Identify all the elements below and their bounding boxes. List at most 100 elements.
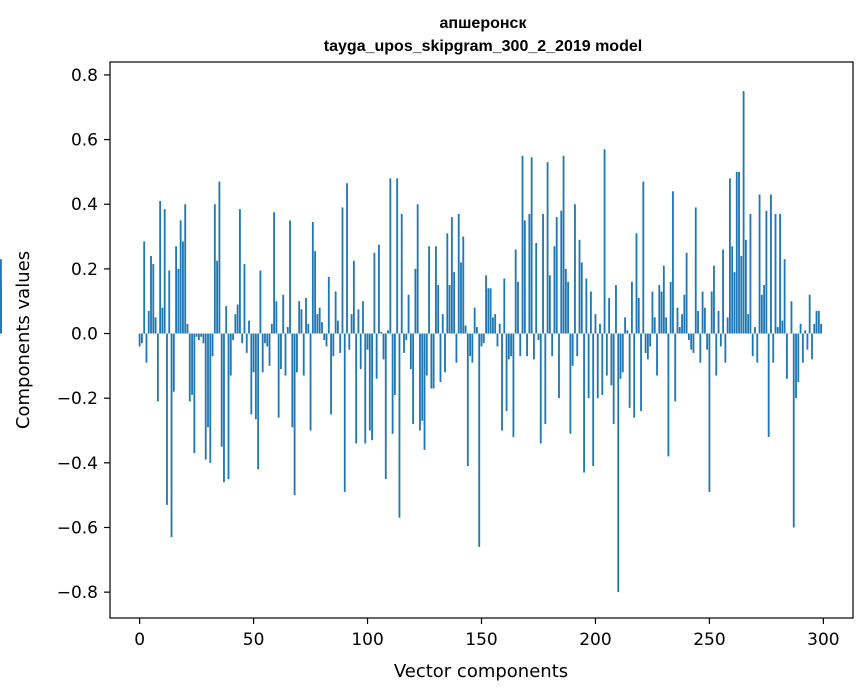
bar-16 (175, 246, 177, 334)
bar-299 (820, 323, 822, 334)
bar-119 (409, 333, 412, 370)
bar-208 (612, 333, 615, 425)
bar-34 (216, 260, 219, 334)
bar-218 (635, 233, 638, 334)
bar-147 (473, 307, 476, 334)
bar-135 (446, 233, 449, 334)
bar-98 (362, 301, 364, 334)
bar-235 (674, 333, 677, 402)
bar-40 (229, 333, 232, 376)
y-tick-label: 0.0 (71, 325, 98, 345)
bar-149 (478, 333, 481, 547)
bar-196 (585, 278, 588, 334)
bar-7 (154, 317, 157, 334)
bar-127 (428, 246, 430, 334)
bar-179 (546, 162, 549, 334)
chart-title: апшеронск (440, 15, 528, 32)
bar-29 (204, 333, 207, 460)
bar-272 (758, 194, 761, 334)
bar-292 (804, 330, 807, 334)
bar-49 (250, 333, 253, 415)
bar-210 (617, 333, 620, 593)
bar-222 (644, 333, 647, 353)
bar-116 (403, 333, 405, 353)
bar-50 (252, 333, 255, 373)
bar-176 (539, 333, 542, 444)
bar-75 (309, 333, 312, 431)
bar-259 (729, 178, 731, 334)
bar-73 (305, 297, 307, 334)
bar-21 (186, 323, 189, 334)
x-tick-label: 300 (807, 630, 839, 650)
bar-63 (282, 294, 285, 334)
bar-38 (225, 306, 228, 334)
bar-255 (719, 333, 722, 347)
bar-232 (667, 333, 670, 457)
bar-59 (273, 212, 276, 334)
bar-77 (314, 251, 317, 334)
bar-25 (195, 333, 198, 337)
bar-182 (553, 246, 556, 334)
x-tick-label: 50 (243, 630, 265, 650)
bar-275 (765, 210, 768, 334)
bar-262 (735, 171, 738, 334)
bar-107 (382, 333, 385, 360)
bar-138 (453, 272, 456, 334)
bar-165 (514, 249, 517, 334)
bar-108 (384, 333, 387, 479)
bar-160 (503, 278, 506, 334)
bar-4 (147, 310, 150, 334)
bar-13 (168, 270, 171, 334)
bar-68 (293, 333, 296, 496)
bar-9 (159, 201, 162, 334)
bar-175 (537, 333, 540, 340)
bar-123 (419, 333, 421, 431)
bar-117 (405, 333, 408, 340)
bar-81 (323, 333, 326, 340)
bar-86 (334, 291, 337, 334)
bar-162 (507, 333, 510, 360)
bar-84 (330, 333, 332, 415)
bar-27 (200, 333, 203, 337)
bar-297 (815, 310, 818, 334)
bar-124 (421, 333, 424, 421)
bar-125 (423, 333, 426, 450)
bar-132 (439, 333, 442, 383)
bar-19 (182, 241, 184, 334)
bar-142 (462, 236, 465, 334)
bar-6 (152, 264, 155, 334)
bar-233 (669, 281, 672, 334)
bar-155 (491, 317, 494, 334)
bar-100 (366, 333, 369, 350)
bar-42 (234, 314, 237, 334)
bar-245 (697, 310, 699, 334)
x-tick-label: 0 (134, 630, 145, 650)
bar-164 (512, 333, 515, 437)
bar-213 (624, 317, 626, 334)
bar-220 (640, 333, 642, 412)
bar-130 (435, 246, 437, 334)
bar-113 (396, 178, 399, 334)
bar-35 (218, 181, 221, 334)
bar-136 (448, 285, 451, 334)
bar-193 (578, 239, 581, 334)
bar-31 (209, 333, 212, 463)
bar-22 (188, 333, 191, 402)
bar-28 (202, 333, 205, 344)
bar-170 (526, 333, 528, 357)
bar-89 (341, 207, 344, 334)
bar-101 (368, 333, 371, 431)
bar-104 (375, 333, 378, 379)
bar-250 (708, 333, 711, 492)
bar-279 (774, 213, 777, 334)
y-tick-label: 0.4 (71, 195, 98, 215)
y-tick-label: 0.2 (71, 260, 98, 280)
bar-105 (378, 244, 380, 334)
bar-273 (760, 294, 763, 334)
bar-series (0, 91, 822, 593)
bar-134 (444, 333, 446, 373)
bar-156 (494, 314, 497, 334)
bar-284 (785, 333, 788, 379)
bar-181 (551, 333, 554, 357)
bar-236 (676, 307, 679, 334)
